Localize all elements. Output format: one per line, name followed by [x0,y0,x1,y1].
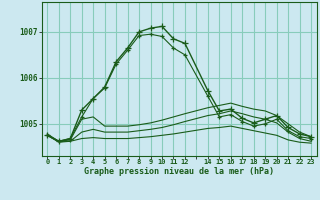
X-axis label: Graphe pression niveau de la mer (hPa): Graphe pression niveau de la mer (hPa) [84,167,274,176]
